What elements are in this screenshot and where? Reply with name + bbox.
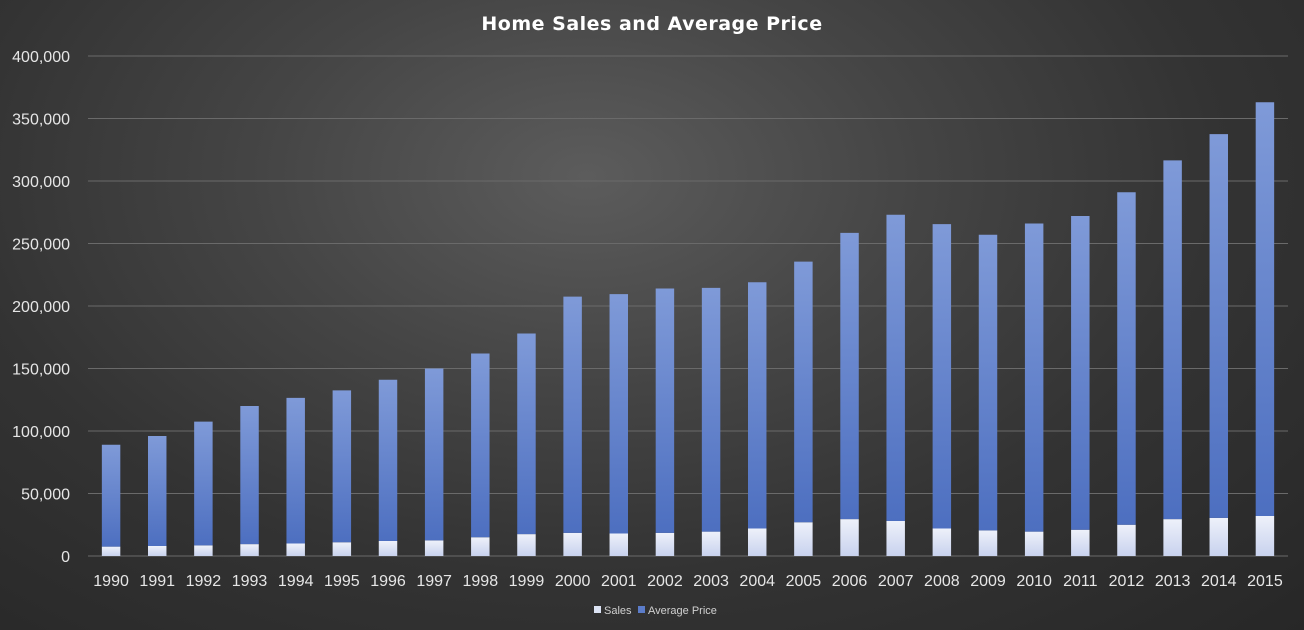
x-tick-label: 1993	[232, 573, 268, 590]
bar-segment-average-price	[1024, 223, 1044, 532]
bar-segment-sales	[840, 519, 859, 556]
x-tick-label: 2006	[832, 573, 868, 590]
bar-segment-average-price	[194, 421, 213, 546]
bar-segment-sales	[1024, 531, 1044, 556]
bar-segment-sales	[332, 542, 352, 556]
legend-swatch	[594, 606, 601, 613]
bar-segment-sales	[609, 533, 628, 556]
bar-segment-sales	[148, 546, 167, 556]
y-tick-label: 250,000	[12, 237, 70, 254]
bar-segment-average-price	[563, 296, 582, 533]
x-tick-label: 1992	[186, 573, 222, 590]
y-tick-label: 400,000	[12, 49, 70, 66]
x-tick-label: 2004	[739, 573, 775, 590]
chart-title: Home Sales and Average Price	[481, 13, 822, 35]
x-tick-label: 2012	[1109, 573, 1145, 590]
bar-segment-sales	[748, 528, 767, 556]
legend: Sales Average Price	[594, 605, 717, 617]
x-tick-label: 2009	[970, 573, 1006, 590]
bar-segment-sales	[471, 537, 490, 556]
bar-segment-sales	[932, 528, 952, 556]
gridlines	[88, 55, 1288, 557]
bar-segment-average-price	[378, 379, 398, 541]
x-tick-label: 1990	[93, 573, 129, 590]
bar-segment-sales	[1209, 517, 1228, 556]
bar-segment-sales	[240, 544, 259, 556]
bar-segment-average-price	[840, 232, 859, 520]
bar-segment-sales	[101, 546, 121, 556]
legend-label: Average Price	[648, 605, 717, 617]
bar-segment-average-price	[978, 234, 998, 531]
bar-segment-sales	[701, 531, 721, 556]
bar-segment-sales	[1163, 519, 1182, 556]
y-axis-tick-labels: 0 50,000 100,000 150,000 200,000 250,000 300,0…	[12, 49, 70, 566]
bar-segment-sales	[1071, 529, 1090, 556]
bar-segment-sales	[378, 541, 398, 556]
x-tick-label: 2002	[647, 573, 683, 590]
bar-segment-sales	[424, 540, 444, 556]
bar-segment-average-price	[1209, 134, 1228, 518]
x-tick-label: 2005	[786, 573, 822, 590]
legend-label: Sales	[604, 605, 632, 617]
y-tick-label: 50,000	[21, 487, 70, 504]
x-tick-label: 2000	[555, 573, 591, 590]
x-axis-tick-labels: 1990 1991 1992 1993 1994 1995 1996 1997 1998 1999…	[93, 573, 1283, 590]
bar-segment-average-price	[1071, 216, 1090, 530]
x-tick-label: 2007	[878, 573, 914, 590]
bar-segment-average-price	[932, 224, 952, 529]
x-tick-label: 2014	[1201, 573, 1237, 590]
bar-segment-average-price	[886, 214, 905, 521]
bar-segment-sales	[194, 545, 213, 556]
x-tick-label: 2001	[601, 573, 637, 590]
x-tick-label: 2003	[693, 573, 729, 590]
bar-segment-average-price	[1117, 192, 1136, 525]
y-tick-label: 200,000	[12, 299, 70, 316]
legend-swatch	[638, 606, 645, 613]
y-tick-label: 150,000	[12, 362, 70, 379]
x-tick-label: 1994	[278, 573, 314, 590]
x-tick-label: 2013	[1155, 573, 1191, 590]
bar-segment-average-price	[1163, 160, 1182, 520]
bar-segment-sales	[517, 534, 536, 556]
x-tick-label: 1999	[509, 573, 545, 590]
y-tick-label: 100,000	[12, 424, 70, 441]
bar-segment-sales	[886, 521, 905, 556]
bar-segment-average-price	[424, 368, 444, 541]
bar-segment-average-price	[332, 390, 352, 543]
x-tick-label: 1996	[370, 573, 406, 590]
bar-segment-sales	[794, 522, 813, 556]
x-tick-label: 1995	[324, 573, 360, 590]
bar-segment-sales	[286, 543, 305, 556]
bar-segment-average-price	[517, 333, 536, 535]
x-tick-label: 2010	[1016, 573, 1052, 590]
x-tick-label: 1998	[463, 573, 499, 590]
x-tick-label: 2008	[924, 573, 960, 590]
x-tick-label: 2011	[1063, 573, 1098, 590]
bar-segment-average-price	[701, 287, 721, 532]
x-tick-label: 1991	[139, 573, 175, 590]
bar-segment-sales	[1117, 524, 1136, 556]
bar-segment-average-price	[101, 444, 121, 547]
x-tick-label: 1997	[416, 573, 452, 590]
bar-segment-average-price	[148, 436, 167, 546]
bar-segment-average-price	[748, 282, 767, 529]
bars	[101, 102, 1275, 556]
y-tick-label: 300,000	[12, 174, 70, 191]
y-tick-label: 0	[61, 549, 70, 566]
bar-segment-sales	[563, 532, 582, 556]
bar-segment-average-price	[240, 406, 259, 545]
bar-segment-sales	[1255, 516, 1275, 556]
bar-segment-average-price	[794, 261, 813, 523]
bar-segment-sales	[655, 532, 675, 556]
bar-segment-average-price	[286, 397, 305, 544]
bar-segment-average-price	[655, 288, 675, 533]
bar-segment-sales	[978, 530, 998, 556]
y-tick-label: 350,000	[12, 112, 70, 129]
bar-segment-average-price	[1255, 102, 1275, 516]
bar-segment-average-price	[471, 353, 490, 538]
bar-segment-average-price	[609, 294, 628, 534]
x-tick-label: 2015	[1247, 573, 1283, 590]
